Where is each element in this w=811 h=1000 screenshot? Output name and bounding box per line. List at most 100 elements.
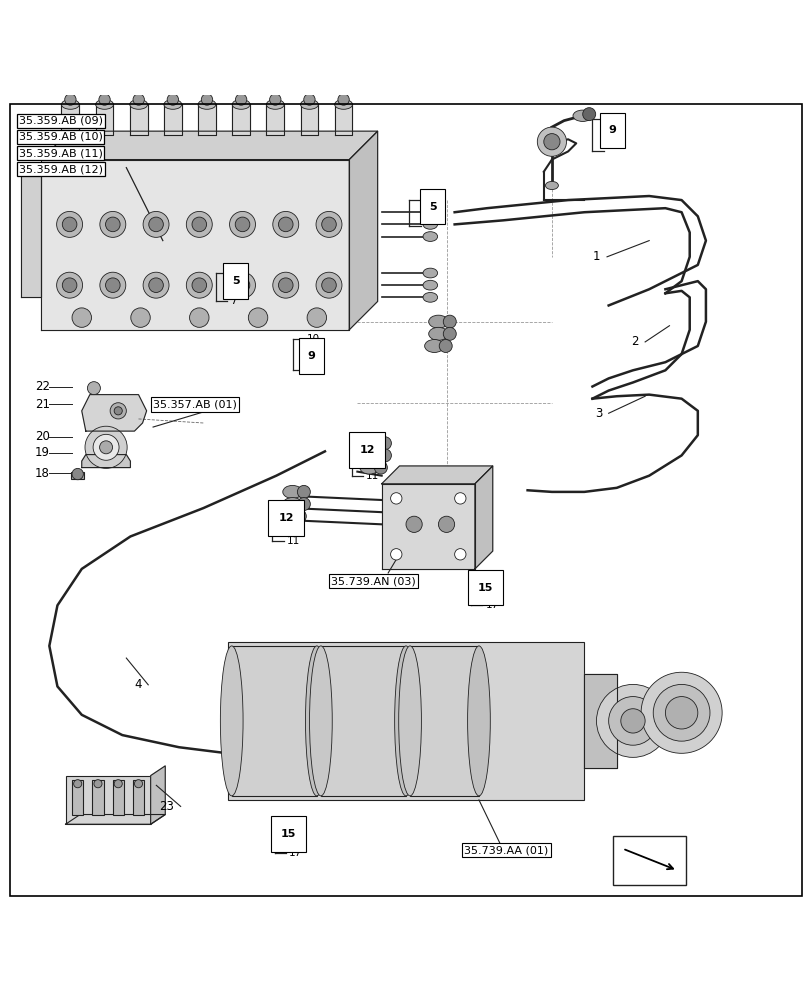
Text: 8: 8: [423, 195, 430, 205]
Circle shape: [88, 382, 101, 395]
Circle shape: [321, 217, 336, 232]
Circle shape: [186, 211, 212, 237]
Circle shape: [248, 308, 268, 327]
Circle shape: [143, 211, 169, 237]
Ellipse shape: [96, 100, 114, 109]
Circle shape: [315, 272, 341, 298]
Circle shape: [201, 94, 212, 105]
Polygon shape: [349, 131, 377, 330]
Circle shape: [230, 272, 255, 298]
Circle shape: [438, 516, 454, 532]
Text: 2: 2: [630, 335, 638, 348]
Circle shape: [62, 217, 77, 232]
Circle shape: [293, 510, 306, 523]
Ellipse shape: [428, 315, 448, 328]
Text: 11: 11: [366, 471, 379, 481]
Text: 35.739.AN (03): 35.739.AN (03): [331, 576, 416, 586]
Polygon shape: [82, 455, 131, 468]
Text: 10: 10: [607, 116, 620, 126]
Circle shape: [100, 272, 126, 298]
Polygon shape: [151, 766, 165, 824]
Polygon shape: [381, 466, 492, 484]
Text: 1: 1: [592, 250, 600, 263]
Polygon shape: [130, 104, 148, 135]
Ellipse shape: [363, 437, 383, 450]
Text: 17: 17: [485, 600, 498, 610]
Polygon shape: [66, 815, 165, 824]
Ellipse shape: [62, 100, 79, 109]
Ellipse shape: [363, 449, 383, 462]
Bar: [612, 836, 684, 885]
Ellipse shape: [423, 207, 437, 217]
Circle shape: [85, 426, 127, 468]
Circle shape: [114, 407, 122, 415]
Text: 16: 16: [485, 571, 498, 581]
Text: 35.359.AB (12): 35.359.AB (12): [19, 164, 102, 174]
Circle shape: [100, 441, 113, 454]
Circle shape: [114, 780, 122, 788]
Circle shape: [297, 485, 310, 498]
Text: 11: 11: [607, 139, 620, 149]
Polygon shape: [300, 104, 318, 135]
Circle shape: [235, 94, 247, 105]
Text: 19: 19: [35, 446, 49, 459]
Circle shape: [72, 308, 92, 327]
Ellipse shape: [423, 292, 437, 302]
Ellipse shape: [424, 339, 444, 352]
Bar: [227, 642, 584, 800]
Ellipse shape: [428, 327, 448, 340]
Text: 15: 15: [281, 829, 296, 839]
Ellipse shape: [423, 220, 437, 229]
Bar: [349, 432, 384, 468]
Circle shape: [537, 127, 566, 156]
Ellipse shape: [220, 646, 242, 796]
Bar: [113, 780, 124, 815]
Circle shape: [406, 516, 422, 532]
Circle shape: [596, 684, 668, 757]
Circle shape: [269, 94, 281, 105]
Circle shape: [439, 339, 452, 352]
Text: 5: 5: [232, 276, 239, 286]
Bar: [320, 646, 406, 796]
Ellipse shape: [423, 232, 437, 241]
Text: 22: 22: [35, 380, 49, 393]
Text: 10: 10: [307, 334, 320, 344]
Polygon shape: [381, 484, 474, 569]
Circle shape: [608, 697, 656, 745]
Circle shape: [641, 672, 721, 753]
Circle shape: [303, 94, 315, 105]
Text: 35.359.AB (11): 35.359.AB (11): [19, 148, 102, 158]
Circle shape: [315, 211, 341, 237]
Ellipse shape: [359, 461, 379, 474]
Circle shape: [105, 278, 120, 292]
Text: 9: 9: [608, 125, 616, 135]
Polygon shape: [164, 104, 182, 135]
Circle shape: [148, 278, 163, 292]
Bar: [92, 780, 104, 815]
Polygon shape: [198, 104, 216, 135]
Circle shape: [297, 498, 310, 511]
Text: 12: 12: [359, 445, 375, 455]
Circle shape: [191, 278, 206, 292]
Circle shape: [135, 780, 143, 788]
Bar: [467, 570, 503, 605]
Circle shape: [543, 134, 560, 150]
Ellipse shape: [573, 110, 592, 121]
Circle shape: [230, 211, 255, 237]
Bar: [133, 780, 144, 815]
Ellipse shape: [266, 100, 284, 109]
Circle shape: [148, 217, 163, 232]
Circle shape: [65, 94, 76, 105]
Polygon shape: [82, 395, 147, 431]
Circle shape: [390, 493, 401, 504]
Bar: [66, 776, 151, 824]
Text: 21: 21: [35, 398, 49, 411]
Text: 7: 7: [307, 350, 313, 360]
Text: 8: 8: [230, 268, 237, 278]
Circle shape: [278, 217, 293, 232]
Ellipse shape: [282, 498, 302, 511]
Ellipse shape: [282, 485, 302, 498]
Circle shape: [272, 272, 298, 298]
Text: 35.357.AB (01): 35.357.AB (01): [153, 399, 237, 409]
Text: 5: 5: [428, 202, 436, 212]
